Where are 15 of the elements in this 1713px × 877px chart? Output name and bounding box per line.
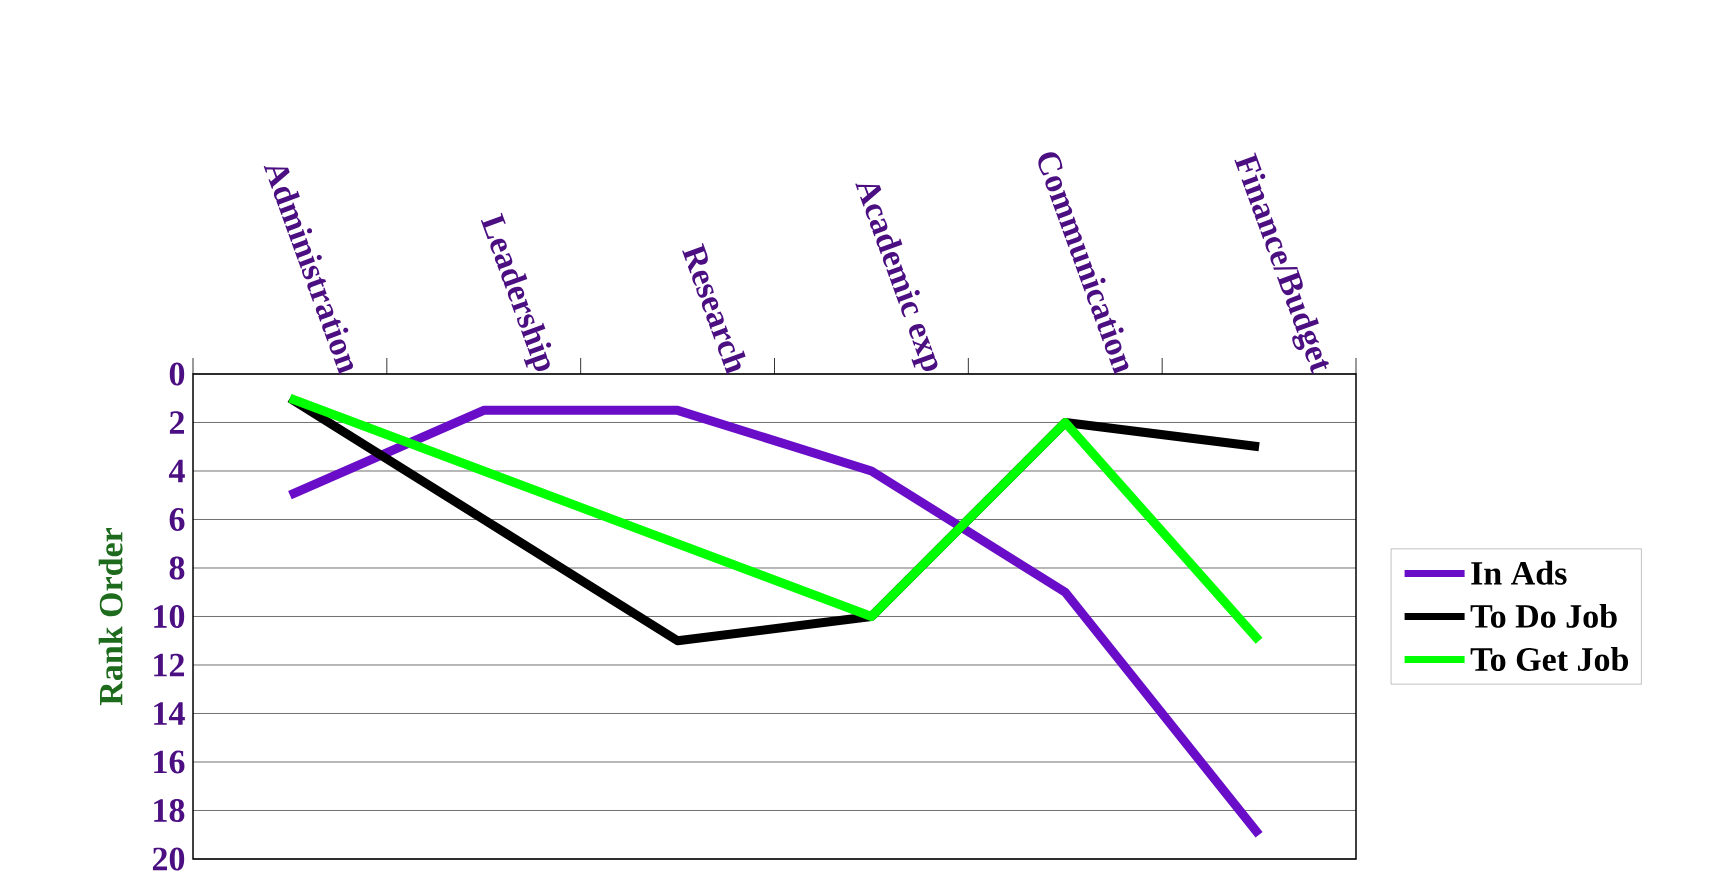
y-tick-label: 0 [169,362,185,386]
y-tick-label: 12 [154,653,185,677]
y-tick-label: 20 [152,847,185,871]
y-tick-label: 14 [154,702,185,725]
y-axis-title: Rank Order [98,528,123,706]
y-tick-label: 2 [169,411,185,434]
y-tick-label: 10 [154,605,185,628]
legend-label: To Get Job [1470,647,1629,671]
legend-label: To Do Job [1470,603,1617,628]
y-tick-label: 18 [154,799,185,822]
y-tick-label: 8 [169,556,185,580]
y-tick-label: 4 [168,459,185,483]
legend-label: In Ads [1471,560,1567,585]
y-tick-label: 16 [154,750,185,774]
y-tick-label: 6 [169,508,185,531]
